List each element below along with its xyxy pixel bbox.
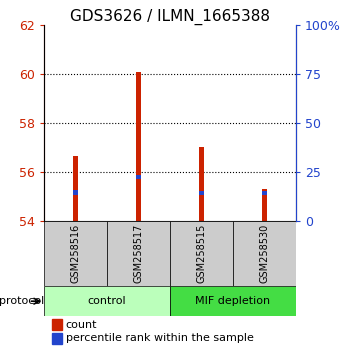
Bar	[199, 191, 204, 195]
Bar	[262, 191, 267, 195]
Text: control: control	[88, 296, 126, 306]
Text: GSM258530: GSM258530	[259, 224, 269, 283]
Bar	[170, 286, 296, 316]
Text: MIF depletion: MIF depletion	[195, 296, 270, 306]
Bar	[107, 221, 170, 286]
Bar	[73, 156, 78, 221]
Bar	[73, 190, 78, 195]
Bar	[44, 221, 107, 286]
Bar	[199, 147, 204, 221]
Bar	[136, 72, 141, 221]
Bar	[233, 221, 296, 286]
Text: percentile rank within the sample: percentile rank within the sample	[66, 333, 253, 343]
Text: GSM258515: GSM258515	[197, 224, 206, 283]
Bar	[52, 320, 62, 330]
Bar	[262, 189, 267, 221]
Text: count: count	[66, 320, 97, 330]
Title: GDS3626 / ILMN_1665388: GDS3626 / ILMN_1665388	[70, 8, 270, 25]
Text: GSM258517: GSM258517	[134, 224, 143, 283]
Bar	[136, 175, 141, 179]
Bar	[44, 286, 170, 316]
Text: protocol: protocol	[0, 296, 44, 306]
Bar	[52, 333, 62, 344]
Text: GSM258516: GSM258516	[71, 224, 81, 283]
Bar	[170, 221, 233, 286]
